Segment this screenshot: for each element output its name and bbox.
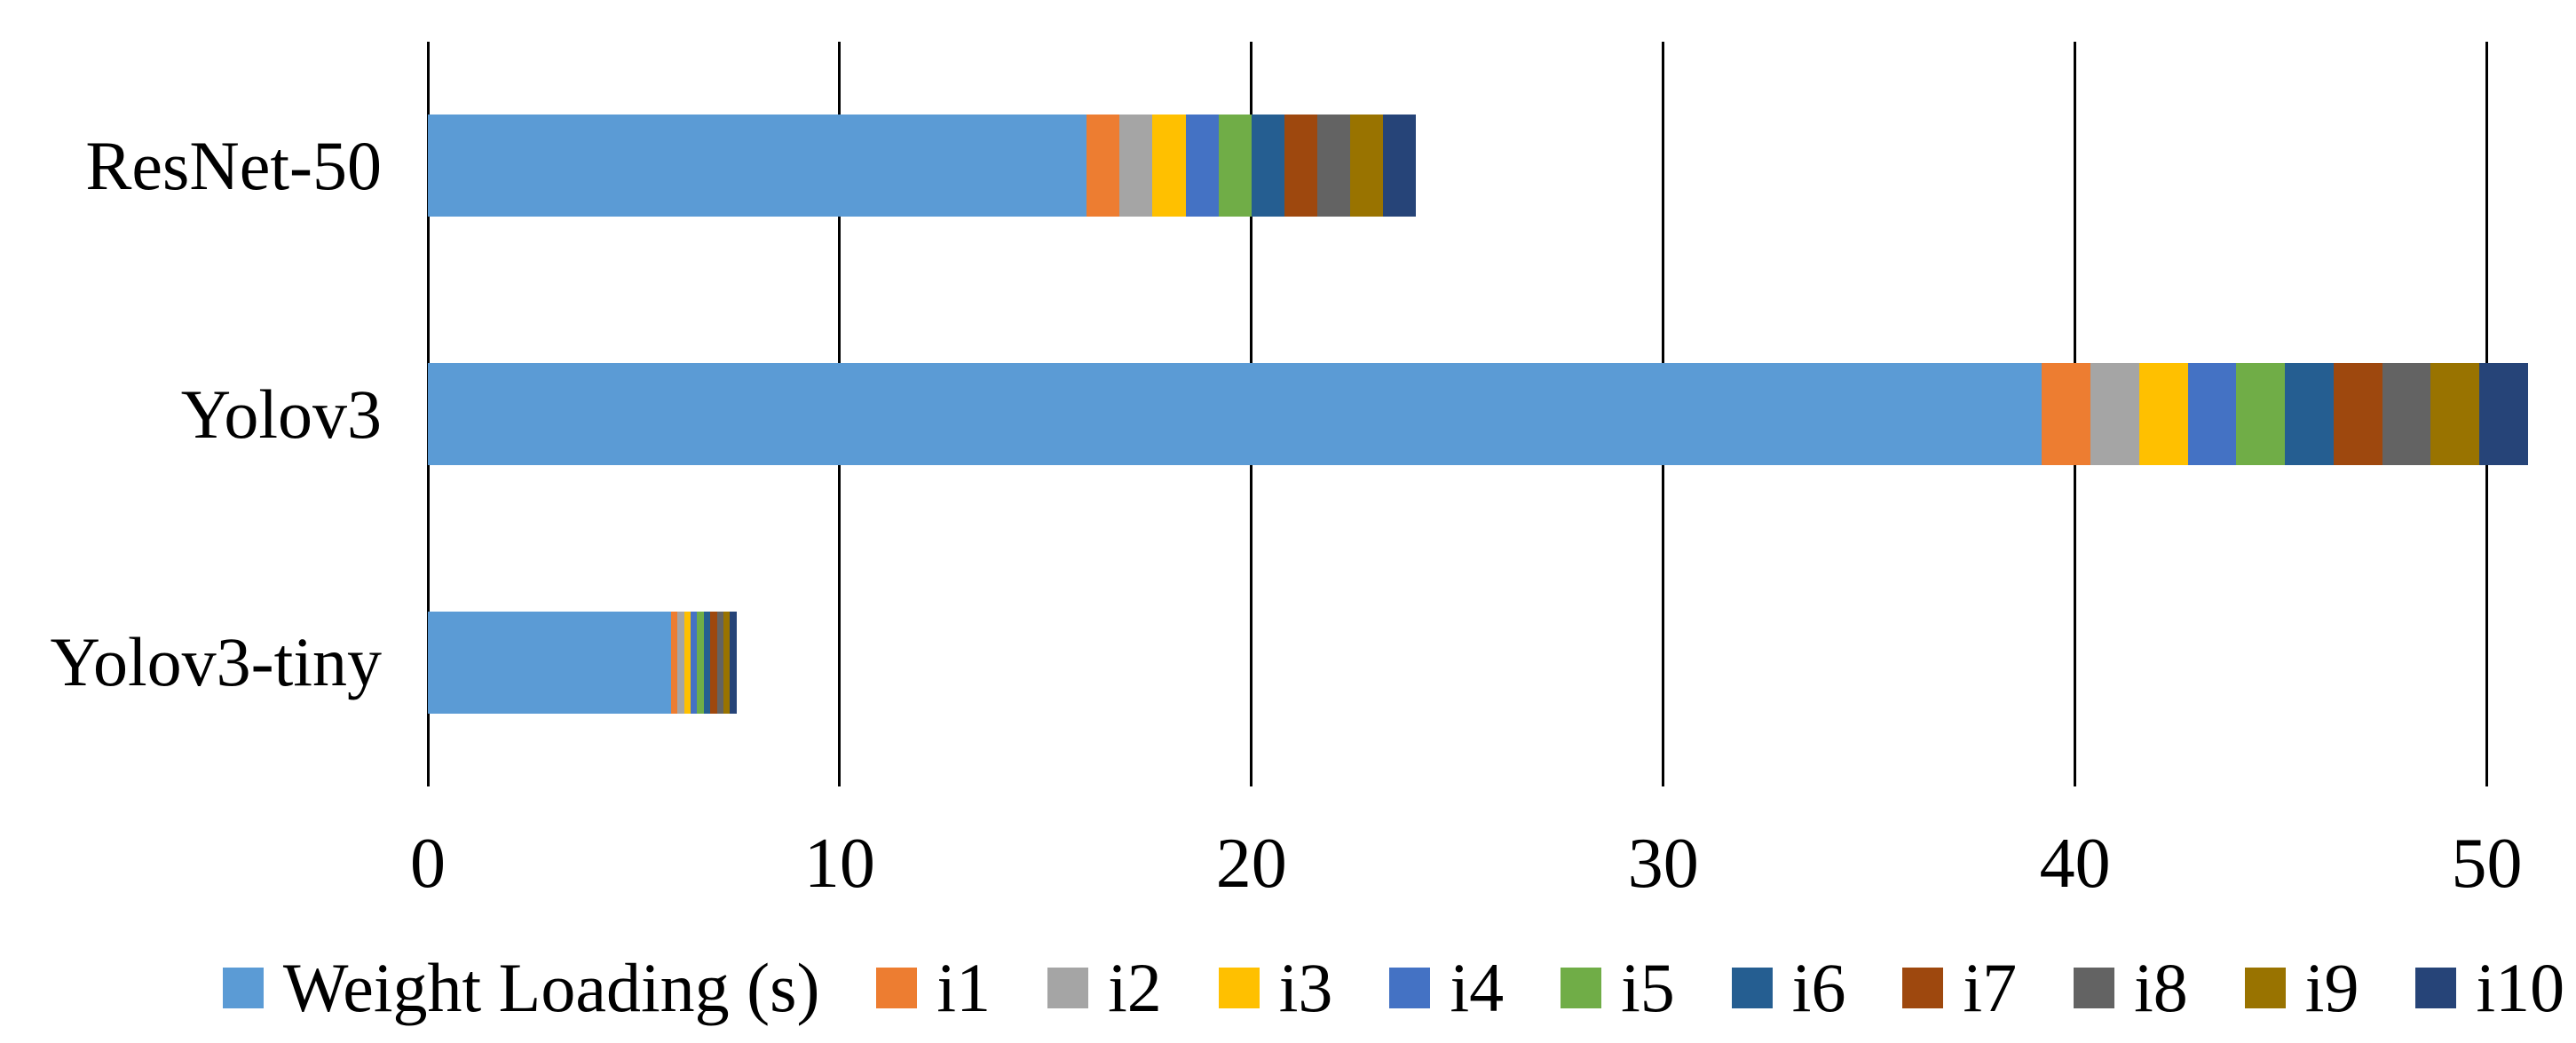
legend-item-i10: i10 (2415, 953, 2564, 1023)
legend-swatch-weight-loading-s (222, 968, 264, 1008)
legend-item-i1: i1 (876, 953, 991, 1023)
category-label-yolov3: Yolov3 (180, 375, 382, 453)
bar-segment-i1-yolov3-tiny (670, 611, 678, 714)
legend-label-i2: i2 (1108, 949, 1162, 1026)
legend: Weight Loading (s) i1 i2 i3 i4 i5 i6 i7 i8 i9 i10 (211, 953, 2576, 1023)
legend-item-i3: i3 (1218, 949, 1333, 1026)
legend-swatch-i4 (1389, 968, 1431, 1008)
legend-item-i6: i6 (1731, 949, 1846, 1026)
bar-segment-i1-yolov3 (2042, 363, 2091, 465)
legend-swatch-i9 (2244, 968, 2286, 1008)
legend-label-i10: i10 (2476, 949, 2565, 1026)
x-tick-label-30: 30 (1627, 825, 1699, 903)
bar-segment-i9-resnet-50 (1350, 115, 1384, 217)
bar-yolov3 (428, 363, 2528, 465)
legend-label-i3: i3 (1278, 949, 1333, 1026)
bar-resnet-50 (428, 115, 1417, 217)
legend-swatch-i6 (1731, 968, 1773, 1008)
x-tick-label-20: 20 (1215, 825, 1287, 903)
bar-segment-weight-loading-s-yolov3-tiny (428, 611, 671, 714)
bar-segment-i8-yolov3 (2382, 363, 2431, 465)
legend-label-i7: i7 (1963, 949, 2018, 1026)
legend-label-i1: i1 (936, 949, 992, 1026)
legend-label-i8: i8 (2134, 949, 2188, 1026)
legend-swatch-i3 (1218, 968, 1260, 1008)
bar-segment-i7-yolov3-tiny (710, 611, 717, 714)
category-label-yolov3-tiny: Yolov3-tiny (50, 623, 382, 701)
legend-label-weight-loading-s: Weight Loading (s) (282, 949, 820, 1026)
legend-item-i8: i8 (2074, 953, 2188, 1023)
bar-segment-i5-resnet-50 (1218, 115, 1252, 217)
x-tick-label-50: 50 (2451, 825, 2523, 903)
legend-item-i4: i4 (1389, 953, 1504, 1023)
legend-label-i6: i6 (1791, 949, 1846, 1026)
legend-swatch-i1 (876, 968, 918, 1008)
legend-swatch-i10 (2415, 968, 2457, 1008)
legend-item-i9: i9 (2244, 949, 2359, 1026)
bar-segment-i1-resnet-50 (1087, 115, 1120, 217)
legend-label-i4: i4 (1450, 949, 1505, 1026)
bar-segment-i10-resnet-50 (1383, 115, 1417, 217)
legend-item-i7: i7 (1902, 953, 2017, 1023)
bar-segment-i3-yolov3-tiny (684, 611, 691, 714)
bar-segment-i6-resnet-50 (1251, 115, 1284, 217)
bar-segment-i2-yolov3 (2090, 363, 2139, 465)
bar-segment-i4-resnet-50 (1185, 115, 1219, 217)
bar-segment-i5-yolov3 (2236, 363, 2286, 465)
bar-segment-i10-yolov3-tiny (730, 611, 737, 714)
bar-segment-i9-yolov3-tiny (723, 611, 731, 714)
bar-segment-i6-yolov3 (2285, 363, 2334, 465)
bar-segment-i8-resnet-50 (1317, 115, 1351, 217)
bar-segment-weight-loading-s-yolov3 (428, 363, 2043, 465)
bar-segment-i10-yolov3 (2479, 363, 2528, 465)
bar-segment-i6-yolov3-tiny (703, 611, 711, 714)
bar-segment-i2-resnet-50 (1119, 115, 1153, 217)
legend-swatch-i8 (2074, 968, 2115, 1008)
x-tick-label-0: 0 (410, 825, 446, 903)
legend-item-weight-loading-s: Weight Loading (s) (222, 949, 820, 1026)
x-tick-label-10: 10 (803, 825, 875, 903)
bar-segment-i5-yolov3-tiny (697, 611, 704, 714)
bar-segment-i9-yolov3 (2430, 363, 2480, 465)
legend-swatch-i2 (1047, 968, 1089, 1008)
bar-segment-i7-resnet-50 (1284, 115, 1317, 217)
category-label-resnet-50: ResNet-50 (85, 126, 382, 204)
legend-item-i5: i5 (1561, 953, 1675, 1023)
bar-segment-i7-yolov3 (2333, 363, 2382, 465)
legend-label-i9: i9 (2304, 949, 2359, 1026)
bar-segment-i3-resnet-50 (1152, 115, 1186, 217)
bar-segment-i4-yolov3-tiny (690, 611, 698, 714)
legend-swatch-i5 (1561, 968, 1602, 1008)
x-tick-label-40: 40 (2039, 825, 2111, 903)
bar-yolov3-tiny (428, 611, 737, 714)
bar-segment-i2-yolov3-tiny (677, 611, 684, 714)
bar-segment-i3-yolov3 (2138, 363, 2188, 465)
legend-swatch-i7 (1902, 968, 1944, 1008)
legend-item-i2: i2 (1047, 953, 1162, 1023)
bar-segment-i8-yolov3-tiny (716, 611, 724, 714)
legend-label-i5: i5 (1621, 949, 1675, 1026)
bar-segment-weight-loading-s-resnet-50 (428, 115, 1087, 217)
bar-segment-i4-yolov3 (2187, 363, 2237, 465)
